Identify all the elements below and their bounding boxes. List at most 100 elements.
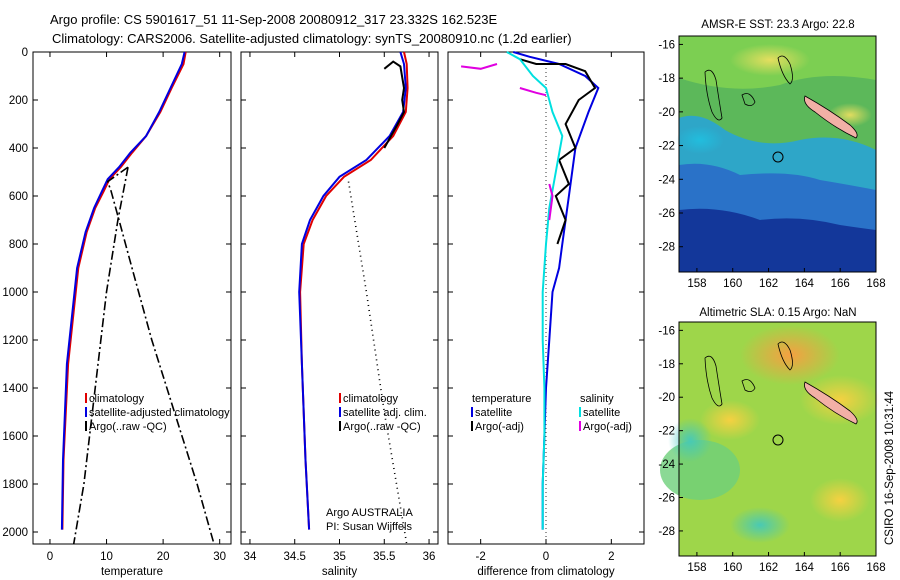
y-tick-label: 1800 — [2, 479, 28, 491]
sst-profile-marker — [772, 151, 784, 163]
platform-annotation: Argo AUSTRALIA PI: Susan Wijffels — [326, 507, 413, 533]
x-tick-label: 34.5 — [284, 551, 306, 563]
sst-yellow-patch — [730, 44, 810, 76]
map-y-tick-label: -28 — [658, 242, 675, 254]
map-y-tick-label: -24 — [658, 174, 675, 186]
sla-map-frame — [678, 321, 877, 557]
y-tick-label: 1600 — [2, 431, 28, 443]
profile-panel-2: 34 34.5 35 35.5 36 salinity — [240, 51, 439, 578]
map-x-tick-label: 166 — [831, 562, 850, 574]
series-line — [460, 63, 498, 70]
x-axis-label: difference from climatology — [477, 566, 614, 578]
series-line — [383, 60, 406, 149]
legend-label: Argo(..raw -QC) — [343, 421, 421, 433]
x-tick-label: 10 — [100, 551, 113, 563]
sla-yellow-patch — [800, 375, 880, 425]
legend-label: Argo(-adj) — [583, 421, 632, 433]
sst-coast-1 — [704, 69, 723, 121]
map-y-tick-label: -18 — [658, 359, 675, 371]
sla-ticks: 158 160 162 164 166 168 -16 -18 -20 -22 -24 -26 -28 — [658, 325, 885, 574]
series-line — [548, 183, 554, 221]
x-tick-label: 20 — [157, 551, 170, 563]
map-y-tick-label: -16 — [658, 39, 675, 51]
sst-new-caledonia — [804, 95, 858, 139]
series-line — [519, 87, 547, 97]
x-tick-label: 36 — [423, 551, 436, 563]
series-line — [298, 51, 407, 530]
sla-map: Altimetric SLA: 0.15 Argo: NaN 158 160 162… — [658, 307, 885, 574]
sla-orange-patch — [740, 325, 840, 385]
sla-teal-patch-2 — [730, 507, 790, 543]
map-y-tick-label: -16 — [658, 325, 675, 337]
map-y-tick-label: -20 — [658, 107, 675, 119]
legend-label: Argo(-adj) — [475, 421, 524, 433]
annotation-line: PI: Susan Wijffels — [326, 521, 412, 533]
map-y-tick-label: -20 — [658, 392, 675, 404]
y-tick-label: 1000 — [2, 287, 28, 299]
x-tick-label: -2 — [476, 551, 486, 563]
x-axis-label: temperature — [101, 566, 163, 578]
x-tick-label: 2 — [608, 551, 614, 563]
map-x-tick-label: 162 — [759, 278, 778, 290]
map-x-tick-label: 158 — [687, 278, 706, 290]
sst-cyan-patch — [676, 126, 724, 154]
map-y-tick-label: -28 — [658, 526, 675, 538]
legend-label: satellite-adjusted climatology — [89, 407, 230, 419]
map-y-tick-label: -24 — [658, 459, 675, 471]
map-y-tick-label: -18 — [658, 73, 675, 85]
annotation-line: Argo AUSTRALIA — [326, 507, 413, 519]
x-tick-label: 0 — [543, 551, 549, 563]
y-tick-label: 200 — [9, 95, 28, 107]
sla-coast-1 — [704, 355, 723, 407]
footer-vertical: CSIRO 16-Sep-2008 10:31:44 — [884, 390, 896, 545]
legend-label: salinity — [580, 393, 614, 405]
map-x-tick-label: 160 — [723, 278, 742, 290]
sla-coast-2 — [741, 379, 756, 392]
y-tick-label: 0 — [22, 47, 28, 59]
sst-coldest-band — [679, 208, 876, 272]
map-x-tick-label: 168 — [866, 562, 885, 574]
legend-label: climatology — [89, 393, 145, 405]
map-y-tick-label: -22 — [658, 141, 675, 153]
map-x-tick-label: 168 — [866, 278, 885, 290]
plot-frame — [447, 51, 645, 545]
legend-panel-3: salinity satellite Argo(-adj) — [579, 393, 632, 433]
map-y-tick-label: -26 — [658, 208, 675, 220]
sla-new-caledonia — [804, 381, 858, 425]
map-x-tick-label: 160 — [723, 562, 742, 574]
legend-panel-3: temperature satellite Argo(-adj) — [471, 393, 531, 433]
x-tick-label: 35 — [333, 551, 346, 563]
series-line — [72, 167, 129, 545]
map-x-tick-label: 166 — [831, 278, 850, 290]
legend-label: temperature — [472, 393, 531, 405]
x-axis-label: salinity — [322, 566, 357, 578]
y-tick-label: 400 — [9, 143, 28, 155]
header-line-2: Climatology: CARS2006. Satellite-adjuste… — [52, 31, 572, 46]
y-tick-label: 2000 — [2, 527, 28, 539]
sst-map: AMSR-E SST: 23.3 Argo: 22.8 158 160 162 164… — [658, 19, 885, 290]
sst-map-frame — [678, 35, 877, 273]
sst-coast-3 — [777, 55, 793, 85]
y-tick-label: 1400 — [2, 383, 28, 395]
legend-label: satellite — [475, 407, 512, 419]
header-line-1: Argo profile: CS 5901617_51 11-Sep-2008 … — [50, 12, 498, 27]
x-tick-label: 0 — [47, 551, 53, 563]
map-x-tick-label: 164 — [795, 278, 815, 290]
plot-frame — [240, 51, 439, 545]
y-tick-label: 800 — [9, 239, 28, 251]
series-line — [60, 51, 186, 530]
sla-yellow-patch-2 — [700, 400, 760, 440]
sst-coast-2 — [741, 93, 756, 106]
map-y-tick-label: -22 — [658, 426, 675, 438]
plot-frame — [32, 51, 232, 545]
profile-panel-3: -2 0 2 difference from climatology — [447, 51, 645, 578]
series-line — [347, 181, 408, 545]
sla-profile-marker — [772, 434, 784, 446]
sst-ticks: 158 160 162 164 166 168 -16 -18 -20 -22 -24 -26 -28 — [658, 39, 885, 290]
sla-teal-patch — [668, 418, 712, 462]
x-tick-label: 34 — [244, 551, 257, 563]
sla-yellow-patch-3 — [810, 478, 870, 522]
map-x-tick-label: 158 — [687, 562, 706, 574]
legend-label: satellite adj. clim. — [343, 407, 427, 419]
legend-panel-1: climatology satellite-adjusted climatolog… — [85, 393, 230, 433]
